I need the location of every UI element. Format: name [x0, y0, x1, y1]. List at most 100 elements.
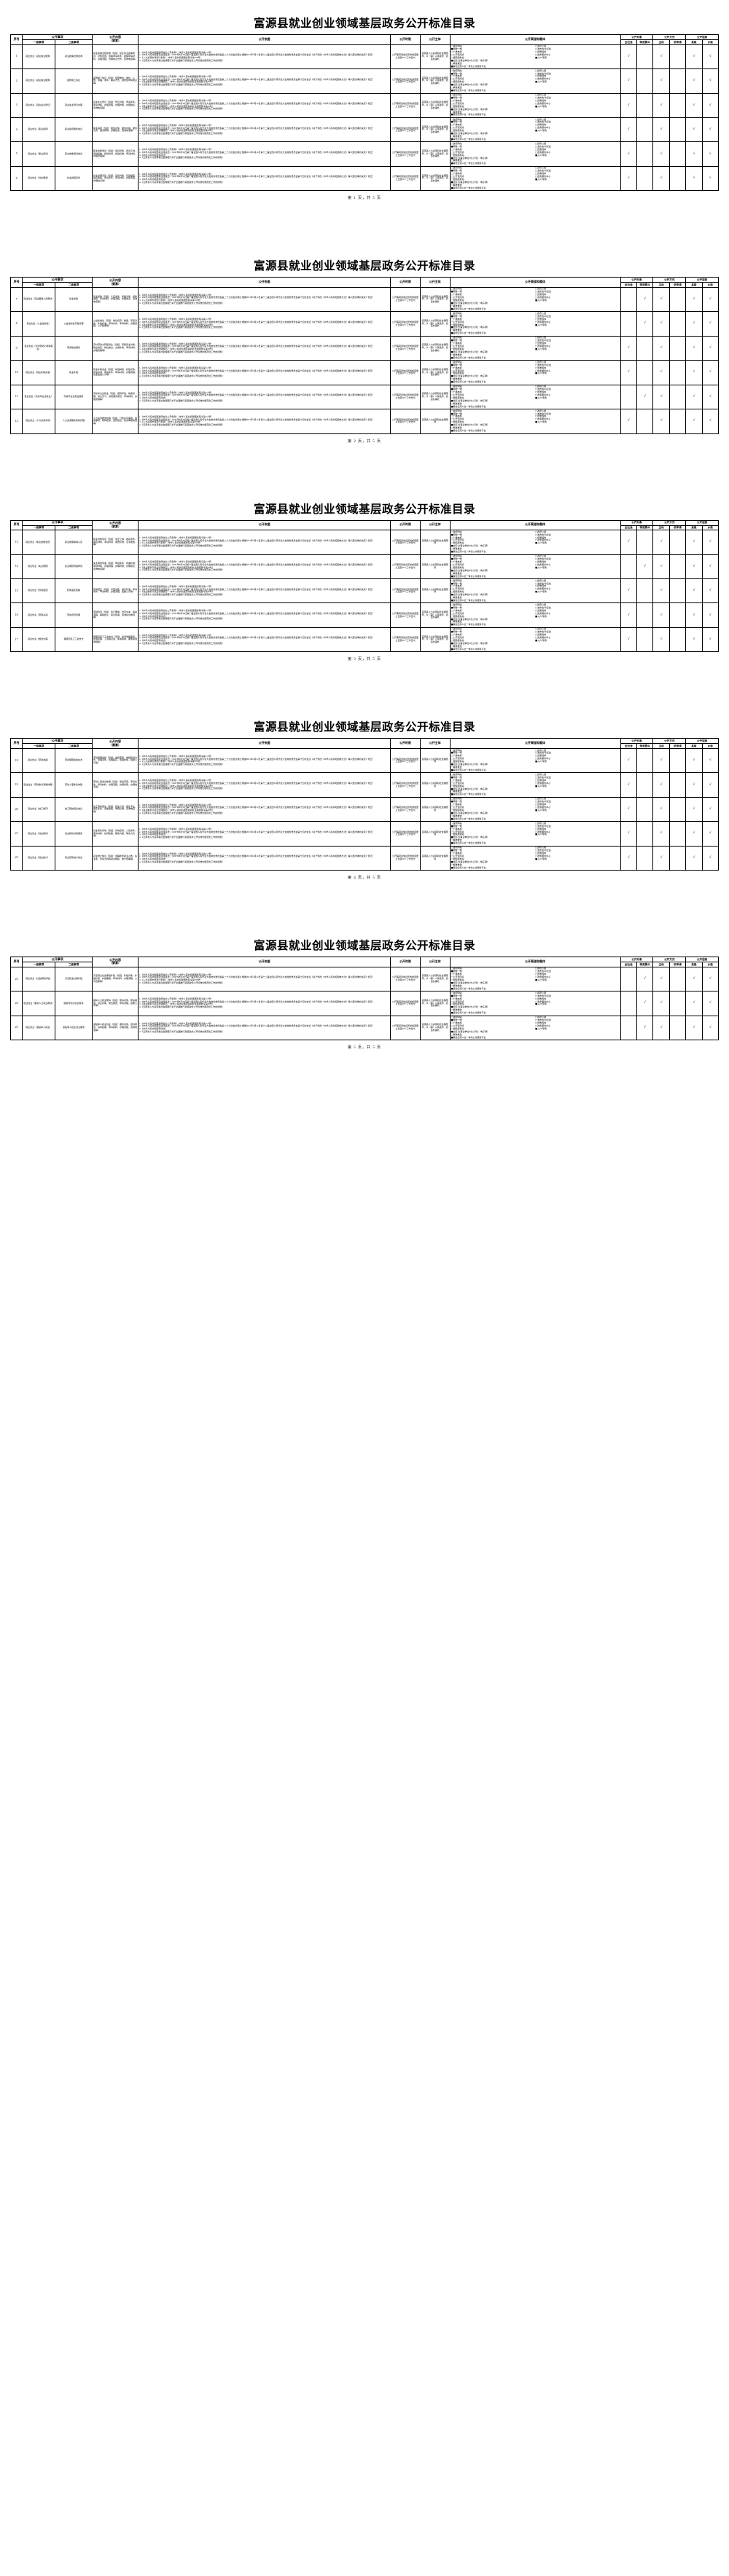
- channel-option-11[interactable]: □精准推送: [451, 547, 462, 551]
- channel-option-1[interactable]: □政府公报: [535, 797, 547, 801]
- channel-option-7[interactable]: □政务服务中心: [535, 636, 551, 640]
- channel-option-11[interactable]: □精准推送: [451, 644, 462, 648]
- channel-option-6[interactable]: □公开查阅点: [451, 1024, 464, 1027]
- channel-option-8[interactable]: □便民服务站: [451, 396, 464, 399]
- channel-option-8[interactable]: □便民服务站: [451, 178, 464, 181]
- channel-option-9[interactable]: ■入户/现场: [535, 565, 547, 569]
- channel-option-10[interactable]: ■社区/企事业单位/村公示栏（电子屏）: [451, 593, 490, 597]
- channel-option-4[interactable]: □广播电视: [451, 535, 462, 539]
- channel-option-6[interactable]: □公开查阅点: [451, 855, 464, 857]
- channel-option-6[interactable]: □公开查阅点: [451, 296, 464, 299]
- channel-option-4[interactable]: □广播电视: [451, 559, 462, 563]
- channel-option-9[interactable]: ■入户/现场: [535, 1002, 547, 1006]
- channel-option-8[interactable]: □便民服务站: [451, 833, 464, 836]
- channel-option-0[interactable]: □政府网站: [451, 627, 462, 631]
- channel-option-8[interactable]: □便民服务站: [451, 153, 464, 157]
- channel-option-12[interactable]: ■其他云南人社一体化公共服务平台: [451, 1011, 486, 1015]
- channel-option-3[interactable]: □发布会/听证会: [535, 581, 551, 585]
- channel-option-3[interactable]: □发布会/听证会: [535, 533, 551, 536]
- channel-option-12[interactable]: ■其他云南人社一体化公共服务平台: [451, 841, 486, 845]
- channel-option-9[interactable]: ■入户/现场: [535, 347, 547, 350]
- channel-option-12[interactable]: ■其他云南人社一体化公共服务平台: [451, 768, 486, 771]
- channel-option-2[interactable]: ■两微一端: [451, 290, 462, 294]
- channel-option-10[interactable]: ■社区/企事业单位/村公示栏（电子屏）: [451, 156, 490, 160]
- channel-option-0[interactable]: □政府网站: [451, 821, 462, 825]
- channel-option-12[interactable]: ■其他云南人社一体化公共服务平台: [451, 647, 486, 651]
- channel-option-0[interactable]: □政府网站: [451, 530, 462, 533]
- channel-option-8[interactable]: □便民服务站: [451, 299, 464, 302]
- channel-option-2[interactable]: ■两微一端: [451, 824, 462, 828]
- channel-option-5[interactable]: □纸质媒体: [535, 147, 547, 151]
- channel-option-3[interactable]: □发布会/听证会: [535, 290, 551, 294]
- channel-option-7[interactable]: □政务服务中心: [535, 369, 551, 372]
- channel-option-1[interactable]: □政府公报: [535, 44, 547, 48]
- channel-option-7[interactable]: □政务服务中心: [535, 77, 551, 81]
- channel-option-0[interactable]: □政府网站: [451, 578, 462, 582]
- channel-option-11[interactable]: □精准推送: [451, 329, 462, 332]
- channel-option-10[interactable]: ■社区/企事业单位/村公示栏（电子屏）: [451, 568, 490, 572]
- channel-option-9[interactable]: ■入户/现场: [535, 129, 547, 133]
- channel-option-2[interactable]: ■两微一端: [451, 120, 462, 124]
- channel-option-8[interactable]: □便民服务站: [451, 323, 464, 326]
- channel-option-5[interactable]: □纸质媒体: [535, 827, 547, 830]
- channel-option-6[interactable]: □公开查阅点: [451, 52, 464, 56]
- channel-option-5[interactable]: □纸质媒体: [535, 608, 547, 612]
- channel-option-3[interactable]: □发布会/听证会: [535, 169, 551, 173]
- channel-option-7[interactable]: □政务服务中心: [535, 855, 551, 857]
- channel-option-9[interactable]: ■入户/现场: [535, 80, 547, 84]
- channel-option-6[interactable]: □公开查阅点: [451, 101, 464, 105]
- channel-option-4[interactable]: □广播电视: [451, 778, 462, 782]
- channel-option-7[interactable]: □政务服务中心: [535, 320, 551, 323]
- channel-option-12[interactable]: ■其他云南人社一体化公共服务平台: [451, 64, 486, 68]
- channel-option-0[interactable]: □政府网站: [451, 748, 462, 752]
- channel-option-2[interactable]: ■两微一端: [451, 800, 462, 804]
- channel-option-0[interactable]: □政府网站: [451, 554, 462, 558]
- channel-option-5[interactable]: □纸质媒体: [535, 172, 547, 176]
- channel-option-12[interactable]: ■其他云南人社一体化公共服务平台: [451, 89, 486, 92]
- channel-option-6[interactable]: □公开查阅点: [451, 975, 464, 979]
- channel-option-5[interactable]: □纸质媒体: [535, 317, 547, 321]
- channel-option-3[interactable]: □发布会/听证会: [535, 970, 551, 973]
- channel-option-7[interactable]: □政务服务中心: [535, 126, 551, 130]
- channel-option-5[interactable]: □纸质媒体: [535, 74, 547, 78]
- channel-option-1[interactable]: □政府公报: [535, 554, 547, 558]
- channel-option-1[interactable]: □政府公报: [535, 748, 547, 752]
- channel-option-7[interactable]: □政务服务中心: [535, 52, 551, 56]
- channel-option-11[interactable]: □精准推送: [451, 790, 462, 793]
- channel-option-12[interactable]: ■其他云南人社一体化公共服务平台: [451, 356, 486, 359]
- channel-option-1[interactable]: □政府公报: [535, 821, 547, 825]
- channel-option-4[interactable]: □广播电视: [451, 997, 462, 1000]
- channel-option-2[interactable]: ■两微一端: [451, 388, 462, 391]
- channel-option-11[interactable]: □精准推送: [451, 86, 462, 90]
- channel-option-0[interactable]: □政府网站: [451, 68, 462, 72]
- channel-option-1[interactable]: □政府公报: [535, 603, 547, 607]
- channel-option-3[interactable]: □发布会/听证会: [535, 96, 551, 99]
- channel-option-10[interactable]: ■社区/企事业单位/村公示栏（电子屏）: [451, 981, 490, 984]
- channel-option-2[interactable]: ■两微一端: [451, 970, 462, 973]
- channel-option-12[interactable]: ■其他云南人社一体化公共服务平台: [451, 331, 486, 335]
- channel-option-8[interactable]: □便民服务站: [451, 614, 464, 618]
- channel-option-11[interactable]: □精准推送: [451, 159, 462, 162]
- channel-option-0[interactable]: □政府网站: [451, 287, 462, 291]
- channel-option-5[interactable]: □纸质媒体: [535, 50, 547, 54]
- channel-option-3[interactable]: □发布会/听证会: [535, 144, 551, 148]
- channel-option-2[interactable]: ■两微一端: [451, 71, 462, 75]
- channel-option-2[interactable]: ■两微一端: [451, 47, 462, 51]
- channel-option-10[interactable]: ■社区/企事业单位/村公示栏（电子屏）: [451, 374, 490, 378]
- channel-option-9[interactable]: ■入户/现场: [535, 299, 547, 302]
- channel-option-6[interactable]: □公开查阅点: [451, 1000, 464, 1003]
- channel-option-8[interactable]: □便民服务站: [451, 1026, 464, 1030]
- channel-option-3[interactable]: □发布会/听证会: [535, 363, 551, 366]
- channel-option-8[interactable]: □便民服务站: [451, 129, 464, 133]
- channel-option-5[interactable]: □纸质媒体: [535, 803, 547, 806]
- channel-option-0[interactable]: □政府网站: [451, 1016, 462, 1019]
- channel-option-2[interactable]: ■两微一端: [451, 1018, 462, 1022]
- channel-option-3[interactable]: □发布会/听证会: [535, 47, 551, 51]
- channel-option-8[interactable]: □便民服务站: [451, 565, 464, 569]
- channel-option-2[interactable]: ■两微一端: [451, 605, 462, 609]
- channel-option-10[interactable]: ■社区/企事业单位/村公示栏（电子屏）: [451, 642, 490, 645]
- channel-option-0[interactable]: □政府网站: [451, 991, 462, 994]
- channel-option-1[interactable]: □政府公报: [535, 117, 547, 121]
- channel-option-5[interactable]: □纸质媒体: [535, 754, 547, 758]
- channel-option-9[interactable]: ■入户/现场: [535, 541, 547, 545]
